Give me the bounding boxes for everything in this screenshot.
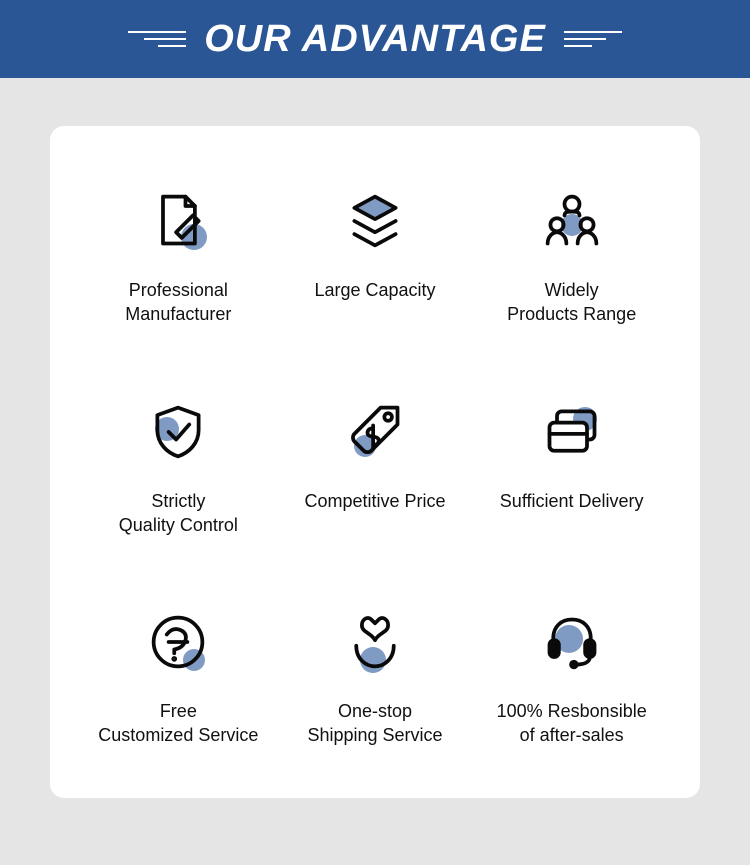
advantage-item: Sufficient Delivery (473, 397, 670, 538)
header-banner: OUR ADVANTAGE (0, 0, 750, 78)
advantage-item: Strictly Quality Control (80, 397, 277, 538)
advantage-label: Widely Products Range (507, 278, 636, 327)
heart-hands-icon (340, 607, 410, 677)
advantage-label: One-stop Shipping Service (307, 699, 442, 748)
advantage-item: Competitive Price (277, 397, 474, 538)
advantage-item: Large Capacity (277, 186, 474, 327)
advantage-label: Professional Manufacturer (125, 278, 231, 327)
free-badge-icon (143, 607, 213, 677)
advantage-item: Professional Manufacturer (80, 186, 277, 327)
advantage-label: Competitive Price (304, 489, 445, 513)
advantage-label: Sufficient Delivery (500, 489, 644, 513)
advantage-item: One-stop Shipping Service (277, 607, 474, 748)
header-decoration-right (564, 31, 622, 47)
shield-check-icon (143, 397, 213, 467)
advantages-grid: Professional Manufacturer Large Capacity (80, 186, 670, 748)
advantage-label: Large Capacity (314, 278, 435, 302)
advantage-label: 100% Resbonsible of after-sales (497, 699, 647, 748)
cards-icon (537, 397, 607, 467)
price-tag-icon (340, 397, 410, 467)
header-title: OUR ADVANTAGE (204, 18, 546, 61)
advantage-item: Free Customized Service (80, 607, 277, 748)
header-decoration-left (128, 31, 186, 47)
advantage-label: Free Customized Service (98, 699, 258, 748)
advantage-item: Widely Products Range (473, 186, 670, 327)
advantage-label: Strictly Quality Control (119, 489, 238, 538)
headset-icon (537, 607, 607, 677)
advantages-card: Professional Manufacturer Large Capacity (50, 126, 700, 798)
layers-icon (340, 186, 410, 256)
document-edit-icon (143, 186, 213, 256)
advantage-item: 100% Resbonsible of after-sales (473, 607, 670, 748)
team-icon (537, 186, 607, 256)
